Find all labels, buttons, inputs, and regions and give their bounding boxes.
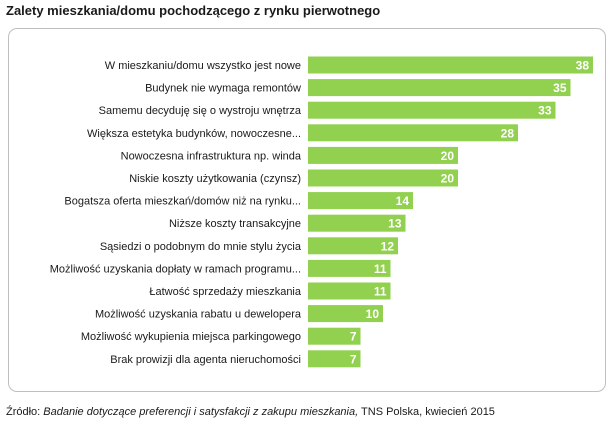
bar-14 [308, 350, 361, 368]
bar-8 [308, 214, 406, 232]
value-label-11: 11 [374, 285, 387, 299]
value-label-14: 7 [350, 352, 357, 366]
category-label-5: Nowoczesna infrastruktura np. winda [121, 150, 302, 162]
value-label-9: 12 [381, 239, 395, 253]
bar-7 [308, 192, 413, 210]
category-label-11: Łatwość sprzedaży mieszkania [149, 286, 302, 298]
chart-title: Zalety mieszkania/domu pochodzącego z ry… [6, 3, 381, 18]
value-label-3: 33 [538, 104, 552, 118]
category-label-8: Niższe koszty transakcyjne [169, 218, 301, 230]
bar-10 [308, 259, 391, 277]
category-label-9: Sąsiedzi o podobnym do mnie stylu życia [100, 241, 302, 253]
category-label-7: Bogatsza oferta mieszkań/domów niż na ry… [64, 196, 301, 208]
category-label-2: Budynek nie wymaga remontów [145, 83, 301, 95]
value-label-10: 11 [374, 262, 387, 276]
bar-6 [308, 169, 458, 187]
source-study: Badanie dotyczące preferencji i satysfak… [43, 406, 359, 418]
value-label-1: 38 [576, 59, 590, 73]
category-label-14: Brak prowizji dla agenta nieruchomości [110, 354, 301, 366]
bar-1 [308, 56, 593, 74]
source-prefix: Źródło: [6, 406, 44, 418]
bar-13 [308, 327, 361, 345]
bar-5 [308, 146, 458, 164]
source-note: Źródło: Badanie dotyczące preferencji i … [6, 406, 495, 418]
category-label-12: Możliwość uzyskania rabatu u dewelopera [95, 309, 302, 321]
value-label-7: 14 [396, 194, 410, 208]
category-label-3: Samemu decyduję się o wystroju wnętrza [99, 105, 302, 117]
category-label-13: Możliwość wykupienia miejsca parkingoweg… [81, 331, 301, 343]
bar-3 [308, 101, 556, 119]
bar-2 [308, 79, 571, 97]
bar-9 [308, 237, 398, 255]
bar-4 [308, 124, 518, 142]
value-label-4: 28 [501, 126, 515, 140]
value-label-8: 13 [388, 217, 402, 231]
bar-11 [308, 282, 391, 300]
bar-12 [308, 305, 383, 323]
category-label-6: Niskie koszty użytkowania (czynsz) [129, 173, 301, 185]
category-label-4: Większa estetyka budynków, nowoczesne... [87, 128, 301, 140]
category-label-1: W mieszkaniu/domu wszystko jest nowe [105, 60, 301, 72]
value-label-6: 20 [441, 172, 455, 186]
value-label-5: 20 [441, 149, 455, 163]
category-label-10: Możliwość uzyskania dopłaty w ramach pro… [50, 263, 301, 275]
value-label-2: 35 [553, 81, 567, 95]
source-suffix: TNS Polska, kwiecień 2015 [358, 406, 495, 418]
value-label-12: 10 [366, 307, 380, 321]
value-label-13: 7 [350, 330, 357, 344]
